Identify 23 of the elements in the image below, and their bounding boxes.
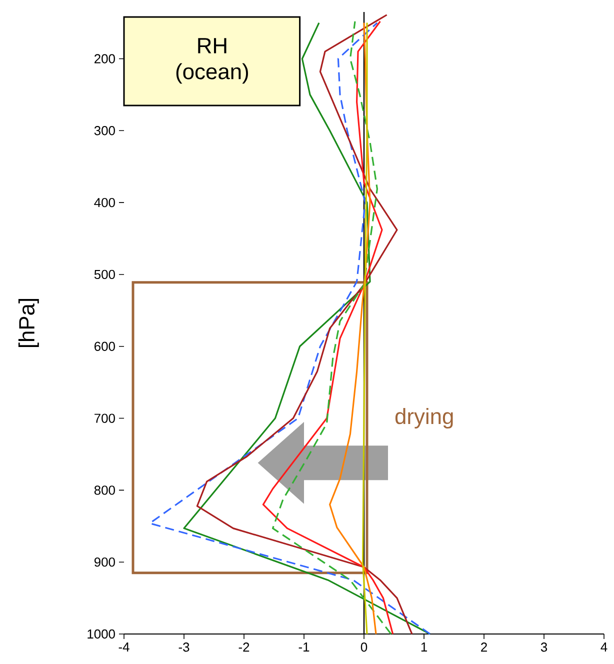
x-tick-label: 3	[540, 642, 548, 652]
y-tick-label: 600	[94, 342, 115, 351]
x-tick-label: 0	[360, 642, 368, 652]
text: RH (ocean)	[176, 38, 248, 84]
y-tick-label: 900	[94, 558, 115, 567]
line-series	[329, 22, 377, 635]
y-tick-label: 300	[94, 126, 115, 136]
y-tick-label: 1000	[88, 629, 115, 639]
x-tick-label: 2	[481, 642, 487, 652]
x-tick-label: 4	[600, 642, 608, 652]
x-tick-label: 1	[421, 642, 427, 652]
x-tick-label: -1	[298, 642, 310, 652]
x-tick-label: -2	[238, 642, 250, 652]
y-tick-label: 200	[94, 54, 115, 64]
y-tick-label: 700	[94, 414, 115, 423]
x-tick-label: -3	[178, 642, 190, 652]
y-tick-label: 500	[94, 270, 115, 280]
annotation: drying	[395, 408, 453, 428]
y-tick-label: 400	[94, 198, 115, 208]
y-axis-title: [hPa]	[18, 298, 39, 348]
line-series	[362, 22, 368, 635]
y-tick-label: 800	[94, 486, 115, 495]
x-tick-label: -4	[118, 642, 130, 652]
